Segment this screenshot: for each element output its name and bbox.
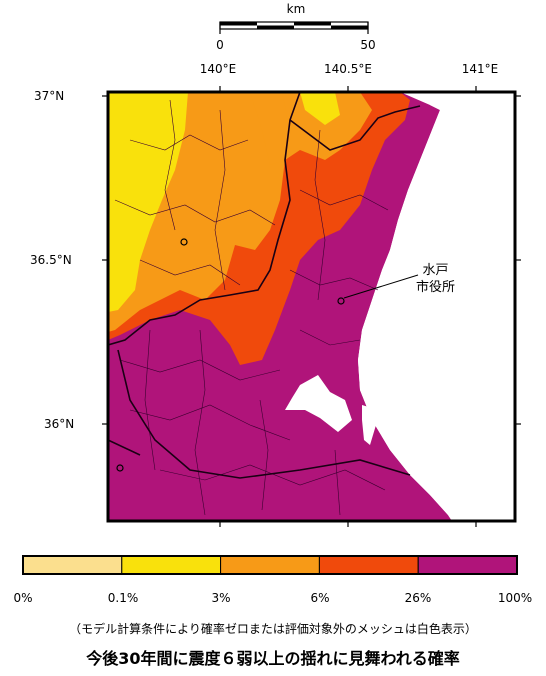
legend-frame bbox=[22, 555, 518, 575]
lat-label-37: 37°N bbox=[34, 89, 65, 103]
legend-swatch bbox=[121, 555, 222, 575]
lon-label-140: 140°E bbox=[199, 62, 237, 76]
scale-unit: km bbox=[286, 2, 306, 16]
zone-3pct-patch bbox=[300, 92, 340, 125]
lake-kasumigaura bbox=[285, 375, 352, 432]
lon-label-140-5: 140.5°E bbox=[324, 62, 372, 76]
legend-label-100: 100% bbox=[497, 591, 533, 605]
scale-label-50: 50 bbox=[360, 38, 376, 52]
legend-label-0: 0% bbox=[13, 591, 33, 605]
legend-label-26: 26% bbox=[404, 591, 432, 605]
prefecture-boundaries bbox=[108, 92, 421, 479]
frame-ticks bbox=[102, 86, 521, 527]
mito-city-hall-label: 水戸 市役所 bbox=[416, 262, 455, 296]
lon-label-141: 141°E bbox=[461, 62, 499, 76]
legend-swatch bbox=[318, 555, 419, 575]
city-marker bbox=[180, 238, 188, 246]
marker-leader-line bbox=[343, 274, 419, 299]
scale-bar bbox=[219, 21, 369, 34]
legend-swatch bbox=[220, 555, 320, 575]
lat-label-36: 36°N bbox=[44, 417, 75, 431]
legend-label-0-1: 0.1% bbox=[107, 591, 139, 605]
map-title: 今後30年間に震度６弱以上の揺れに見舞われる確率 bbox=[86, 649, 460, 668]
map-frame bbox=[106, 90, 517, 523]
probability-map-area bbox=[108, 92, 515, 521]
marker-label-line-1: 水戸 bbox=[422, 263, 449, 278]
mito-city-hall-marker bbox=[337, 297, 345, 305]
legend-note: （モデル計算条件により確率ゼロまたは評価対象外のメッシュは白色表示） bbox=[69, 622, 477, 636]
city-marker bbox=[116, 464, 124, 472]
legend-label-6: 6% bbox=[310, 591, 330, 605]
legend-label-3: 3% bbox=[211, 591, 231, 605]
marker-label-line-2: 市役所 bbox=[416, 280, 456, 295]
legend-swatch bbox=[22, 555, 123, 575]
legend-swatch bbox=[417, 555, 518, 575]
municipal-boundaries bbox=[114, 99, 389, 516]
zone-6pct-strip bbox=[250, 92, 290, 165]
zone-3pct bbox=[108, 92, 188, 312]
legend-bar bbox=[22, 555, 518, 575]
lat-label-36-5: 36.5°N bbox=[30, 253, 72, 267]
scale-label-0: 0 bbox=[216, 38, 224, 52]
lake-kitaura bbox=[362, 405, 376, 445]
sea-area bbox=[358, 92, 515, 521]
